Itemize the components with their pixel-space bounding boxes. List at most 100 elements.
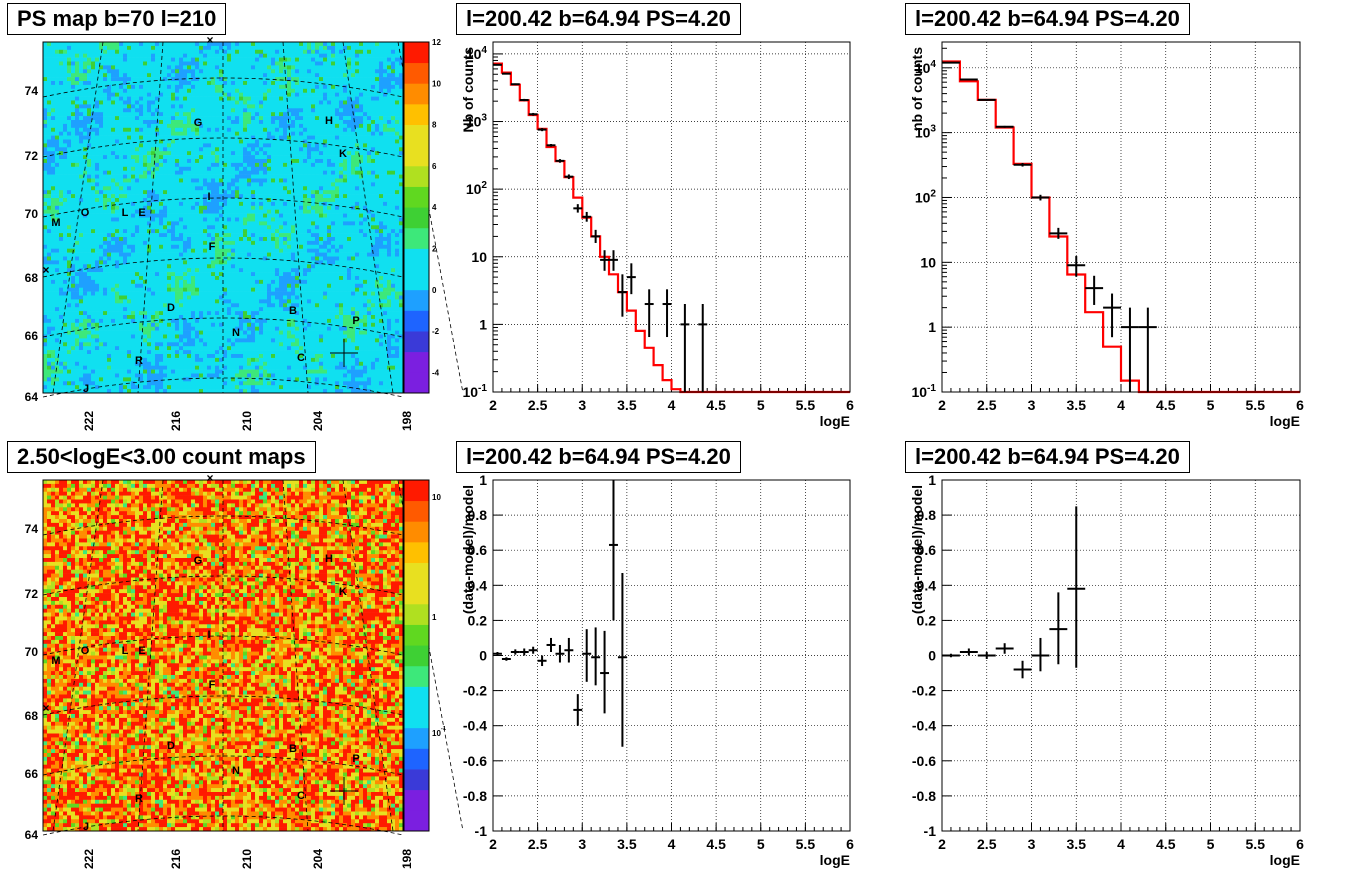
- map-cell: [383, 45, 388, 51]
- map-cell: [215, 213, 220, 218]
- map-cell: [323, 233, 328, 238]
- map-cell: [267, 96, 272, 101]
- map-cell: [187, 182, 192, 187]
- map-cell: [391, 240, 396, 246]
- map-cell: [331, 170, 336, 175]
- map-cell: [167, 92, 172, 97]
- map-cell: [191, 127, 196, 132]
- map-cell: [363, 162, 368, 168]
- map-cell: [167, 233, 172, 238]
- map-cell: [355, 84, 360, 90]
- map-cell: [159, 201, 164, 207]
- map-cell: [279, 116, 284, 121]
- map-cell: [355, 112, 360, 117]
- map-cell: [347, 178, 352, 183]
- map-cell: [231, 170, 236, 175]
- map-cell: [391, 88, 396, 93]
- map-cell: [395, 108, 400, 113]
- map-cell: [123, 57, 128, 62]
- map-cell: [223, 57, 228, 62]
- map-cell: [215, 65, 220, 70]
- map-cell: [267, 229, 272, 234]
- map-cell: [175, 162, 180, 168]
- map-cell: [279, 135, 284, 140]
- map-cell: [111, 92, 116, 97]
- map-cell: [159, 217, 164, 222]
- map-cell: [107, 194, 112, 199]
- map-cell: [223, 205, 228, 210]
- map-cell: [143, 139, 148, 144]
- map-cell: [199, 65, 204, 70]
- map-cell: [327, 77, 332, 82]
- map-cell: [51, 240, 56, 246]
- map-cell: [107, 233, 112, 238]
- map-cell: [379, 65, 384, 70]
- map-cell: [259, 209, 264, 214]
- map-cell: [123, 252, 128, 257]
- map-cell: [395, 116, 400, 121]
- map-cell: [343, 61, 348, 66]
- map-cell: [179, 229, 184, 234]
- map-cell: [263, 108, 268, 113]
- map-cell: [331, 248, 336, 253]
- map-cell: [339, 116, 344, 121]
- map-cell: [243, 186, 248, 191]
- map-cell: [359, 178, 364, 183]
- map-cell: [171, 182, 176, 187]
- map-cell: [187, 81, 192, 86]
- map-cell: [355, 186, 360, 191]
- map-cell: [67, 135, 72, 140]
- map-cell: [71, 225, 76, 230]
- map-cell: [67, 53, 72, 58]
- map-cell: [163, 162, 168, 168]
- map-cell: [131, 131, 136, 136]
- map-cell: [91, 100, 96, 105]
- map-cell: [119, 170, 124, 175]
- map-cell: [343, 147, 348, 152]
- map-cell: [147, 45, 152, 51]
- map-cell: [151, 127, 156, 132]
- map-cell: [343, 190, 348, 195]
- map-cell: [335, 77, 340, 82]
- map-cell: [187, 57, 192, 62]
- map-cell: [163, 120, 168, 125]
- map-cell: [247, 205, 252, 210]
- map-cell: [191, 96, 196, 101]
- map-cell: [335, 45, 340, 51]
- map-cell: [91, 123, 96, 129]
- map-cell: [183, 225, 188, 230]
- map-cell: [67, 244, 72, 249]
- map-cell: [107, 116, 112, 121]
- map-cell: [295, 135, 300, 140]
- map-cell: [275, 88, 280, 93]
- map-cell: [103, 229, 108, 234]
- map-cell: [371, 104, 376, 109]
- map-cell: [195, 123, 200, 129]
- map-cell: [91, 81, 96, 86]
- map-cell: [83, 217, 88, 222]
- map-cell: [343, 201, 348, 207]
- map-cell: [195, 209, 200, 214]
- map-cell: [167, 96, 172, 101]
- map-cell: [383, 201, 388, 207]
- map-cell: [303, 162, 308, 168]
- map-cell: [387, 159, 392, 164]
- map-cell: [199, 256, 204, 261]
- map-cell: [355, 104, 360, 109]
- map-cell: [143, 69, 148, 74]
- map-cell: [171, 96, 176, 101]
- map-cell: [295, 248, 300, 253]
- map-cell: [371, 139, 376, 144]
- map-cell: [247, 100, 252, 105]
- map-cell: [203, 123, 208, 129]
- map-cell: [235, 69, 240, 74]
- map-cell: [91, 92, 96, 97]
- map-cell: [191, 53, 196, 58]
- map-cell: [295, 182, 300, 187]
- map-cell: [235, 139, 240, 144]
- map-cell: [363, 45, 368, 51]
- map-cell: [287, 198, 292, 203]
- map-cell: [107, 182, 112, 187]
- map-cell: [339, 217, 344, 222]
- map-cell: [123, 186, 128, 191]
